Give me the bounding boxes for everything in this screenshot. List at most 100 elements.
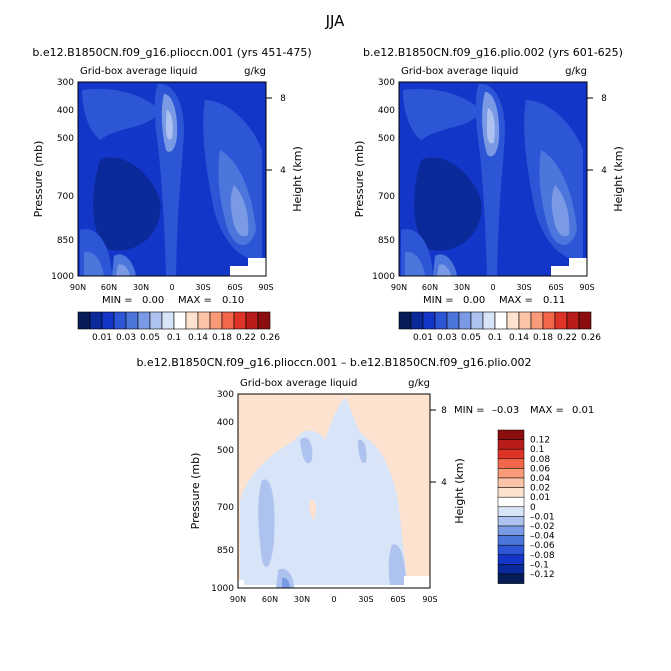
colorbar-box — [497, 496, 525, 508]
colorbar-box — [497, 448, 525, 460]
panel-3-ylabel-right: Height (km) — [453, 458, 466, 524]
panel-2-title: b.e12.B1850CN.f09_g16.plio.002 (yrs 601-… — [363, 46, 623, 59]
panel-1-ylabel: Pressure (mb) — [32, 141, 45, 218]
colorbar-label: 0.05 — [140, 333, 160, 343]
x-tick-label: 90S — [579, 283, 594, 292]
panel-3-x-axis: 90N 60N 30N 0 30S 60S 90S — [230, 595, 438, 604]
colorbar-label: 0.1 — [530, 445, 544, 455]
colorbar-label: 0.1 — [488, 333, 502, 343]
colorbar-label: 0.06 — [530, 464, 550, 474]
panel-2: b.e12.B1850CN.f09_g16.plio.002 (yrs 601-… — [353, 46, 625, 343]
y-right-tick-label: 8 — [601, 94, 607, 104]
panel-1: b.e12.B1850CN.f09_g16.plioccn.001 (yrs 4… — [32, 46, 312, 343]
x-tick-label: 0 — [331, 595, 336, 604]
max-value: 0.11 — [543, 295, 565, 306]
colorbar-label: –0.1 — [530, 560, 549, 570]
figure-title: JJA — [325, 12, 346, 30]
colorbar-label: 0.05 — [461, 333, 481, 343]
contour-fill — [230, 185, 249, 237]
y-tick-label: 700 — [57, 192, 74, 202]
panel-2-contours — [399, 82, 587, 276]
colorbar-label: 0.26 — [581, 333, 601, 343]
colorbar-label: 0.01 — [530, 493, 550, 503]
colorbar-label: 0.12 — [530, 436, 550, 446]
y-tick-label: 500 — [217, 446, 234, 456]
colorbar-label: 0.03 — [116, 333, 136, 343]
colorbar-box — [221, 311, 235, 330]
colorbar-box — [566, 311, 580, 330]
colorbar-box — [101, 311, 115, 330]
contour-fill — [84, 251, 104, 276]
panel-2-y-axis-right: 8 4 — [587, 94, 607, 176]
panel-3-frame — [237, 393, 431, 589]
max-label: MAX = — [499, 295, 533, 306]
colorbar-box — [410, 311, 424, 330]
colorbar-label: 0.22 — [557, 333, 577, 343]
panel-1-units: g/kg — [244, 66, 266, 77]
colorbar-box — [458, 311, 472, 330]
colorbar-box — [209, 311, 223, 330]
x-tick-label: 60S — [548, 283, 563, 292]
colorbar-box — [497, 458, 525, 469]
contour-fill — [230, 266, 266, 276]
x-tick-label: 30N — [133, 283, 149, 292]
y-tick-label: 300 — [57, 78, 74, 88]
colorbar-label: 0.18 — [212, 333, 232, 343]
x-tick-label: 0 — [490, 283, 495, 292]
x-tick-label: 30N — [294, 595, 310, 604]
panel-3-y-axis-right: 8 4 — [430, 406, 447, 488]
y-tick-label: 850 — [378, 236, 395, 246]
colorbar-label: 0.01 — [92, 333, 112, 343]
y-tick-label: 500 — [378, 134, 395, 144]
contour-fill — [405, 251, 425, 276]
y-tick-label: 400 — [217, 418, 234, 428]
panel-2-minmax: MIN = 0.00 MAX = 0.11 — [423, 295, 565, 306]
panel-3-ylabel: Pressure (mb) — [189, 453, 202, 530]
colorbar-box — [470, 311, 484, 330]
x-tick-label: 60N — [422, 283, 438, 292]
colorbar-label: 0.1 — [167, 333, 181, 343]
colorbar-box — [530, 311, 544, 330]
x-tick-label: 30N — [454, 283, 470, 292]
y-tick-label: 700 — [378, 192, 395, 202]
colorbar-label: 0.01 — [413, 333, 433, 343]
panel-2-units: g/kg — [565, 66, 587, 77]
panel-1-frame — [77, 81, 267, 277]
panel-1-minmax: MIN = 0.00 MAX = 0.10 — [102, 295, 244, 306]
colorbar-box — [257, 311, 271, 330]
colorbar-box — [542, 311, 556, 330]
colorbar-label: –0.02 — [530, 522, 555, 532]
colorbar-label: –0.01 — [530, 512, 555, 522]
x-tick-label: 90N — [391, 283, 407, 292]
colorbar-box — [506, 311, 520, 330]
colorbar-box — [398, 311, 412, 330]
colorbar-box — [233, 311, 247, 330]
panel-2-left-label: Grid-box average liquid — [401, 66, 518, 77]
panel-3-minmax: MIN = –0.03 MAX = 0.01 — [454, 405, 594, 416]
colorbar-label: 0 — [530, 503, 536, 513]
min-value: –0.03 — [492, 405, 519, 416]
x-tick-label: 60S — [390, 595, 405, 604]
panel-3-colorbar: 0.120.10.080.060.040.020.010–0.01–0.02–0… — [497, 429, 555, 584]
y-right-tick-label: 4 — [601, 166, 607, 176]
colorbar-box — [422, 311, 436, 330]
colorbar-label: 0.14 — [509, 333, 529, 343]
x-tick-label: 90S — [422, 595, 437, 604]
contour-fill — [240, 398, 408, 585]
colorbar-box — [125, 311, 139, 330]
min-value: 0.00 — [463, 295, 485, 306]
contour-fill — [238, 580, 244, 588]
x-tick-label: 30S — [358, 595, 373, 604]
panel-2-y-axis: 300 400 500 700 850 1000 — [372, 78, 395, 282]
x-tick-label: 60N — [262, 595, 278, 604]
max-label: MAX = — [178, 295, 212, 306]
colorbar-box — [497, 544, 525, 556]
y-right-tick-label: 8 — [280, 94, 286, 104]
colorbar-box — [497, 554, 525, 565]
contour-fill — [358, 439, 367, 464]
colorbar-box — [77, 311, 91, 330]
colorbar-label: –0.12 — [530, 570, 555, 580]
colorbar-box — [161, 311, 175, 330]
contour-fill — [82, 88, 160, 140]
y-tick-label: 1000 — [51, 272, 74, 282]
